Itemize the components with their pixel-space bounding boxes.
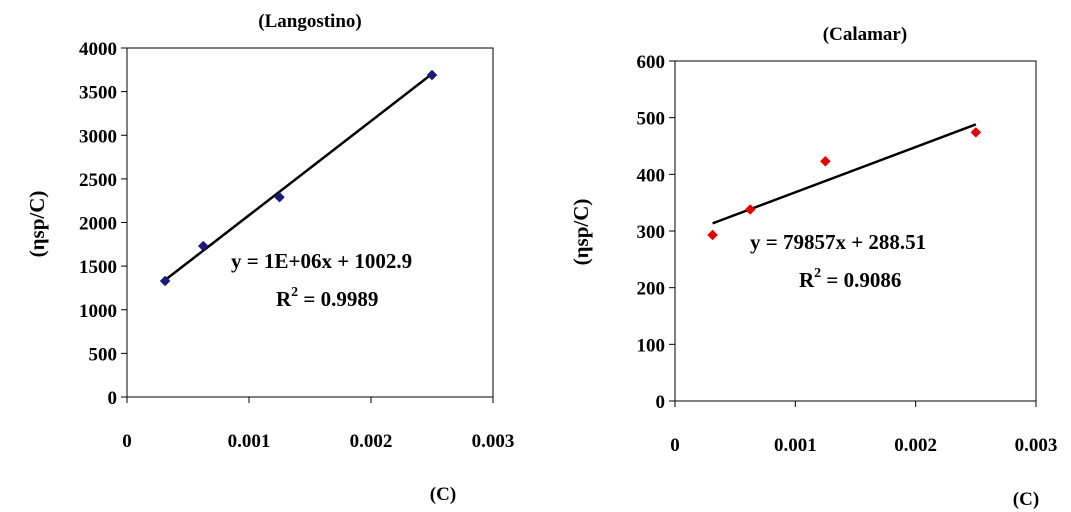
chart1-data-point bbox=[274, 191, 285, 203]
chart1-data-point bbox=[426, 69, 438, 81]
chart1-y-axis-label: (ηsp/C) bbox=[25, 191, 49, 258]
chart2-y-tick-label: 200 bbox=[637, 279, 666, 300]
chart2-r-squared-value: = 0.9086 bbox=[821, 268, 901, 292]
chart2-y-tick-label: 500 bbox=[637, 109, 666, 130]
chart2-y-tick-label: 0 bbox=[656, 392, 666, 413]
chart1-r-squared-label: R bbox=[276, 287, 292, 311]
chart2-data-point bbox=[744, 204, 756, 215]
chart2-y-tick-label: 100 bbox=[637, 335, 666, 356]
chart2-r-squared-sup: 2 bbox=[814, 266, 821, 281]
chart1-y-tick-label: 1000 bbox=[79, 301, 117, 322]
chart2-x-tick-label: 0.003 bbox=[1015, 435, 1058, 456]
chart1-plot-area bbox=[126, 47, 494, 398]
chart1-x-tick-label: 0.001 bbox=[228, 431, 271, 452]
chart1-x-tick-label: 0 bbox=[122, 431, 132, 452]
chart1-x-tick-label: 0.003 bbox=[472, 431, 515, 452]
chart2-r-squared: R2 = 0.9086 bbox=[799, 266, 901, 292]
chart1-title: (Langostino) bbox=[258, 11, 361, 32]
chart2-trendline bbox=[712, 123, 977, 225]
chart1-y-tick-label: 2500 bbox=[79, 170, 117, 191]
chart1-x-axis-label: (C) bbox=[430, 484, 456, 505]
chart2-equation: y = 79857x + 288.51 bbox=[750, 230, 926, 254]
chart1-r-squared: R2 = 0.9989 bbox=[276, 285, 378, 311]
chart2-title: (Calamar) bbox=[823, 24, 907, 45]
chart1-r-squared-value: = 0.9989 bbox=[298, 287, 378, 311]
chart1-x-tick-label: 0.002 bbox=[350, 431, 393, 452]
chart2-data-point bbox=[707, 229, 718, 241]
chart1-y-tick-label: 500 bbox=[89, 344, 118, 365]
chart1-y-tick-label: 2000 bbox=[79, 214, 117, 235]
chart1-r-squared-sup: 2 bbox=[291, 285, 298, 300]
chart1-y-tick-label: 0 bbox=[108, 388, 118, 409]
chart2-x-tick-label: 0.002 bbox=[894, 435, 937, 456]
chart2-data-point bbox=[820, 155, 831, 167]
chart2-y-tick-label: 400 bbox=[637, 165, 666, 186]
chart2-y-tick-label: 600 bbox=[637, 52, 666, 73]
chart2-x-tick-label: 0 bbox=[670, 435, 680, 456]
chart2-r-squared-label: R bbox=[799, 268, 815, 292]
chart1-y-tick-label: 1500 bbox=[79, 257, 117, 278]
chart2-y-axis-label: (ηsp/C) bbox=[569, 199, 593, 266]
chart1-data-point bbox=[159, 275, 171, 287]
chart1-y-tick-label: 4000 bbox=[79, 39, 117, 60]
chart1-data-point bbox=[197, 240, 209, 252]
chart1-trendline bbox=[164, 72, 433, 282]
chart2-x-axis-label: (C) bbox=[1013, 489, 1039, 510]
chart1-y-tick-label: 3500 bbox=[79, 83, 117, 104]
chart2-y-tick-label: 300 bbox=[637, 222, 666, 243]
chart2-data-point bbox=[970, 127, 982, 138]
chart2-x-tick-label: 0.001 bbox=[774, 435, 817, 456]
chart1-y-tick-label: 3000 bbox=[79, 126, 117, 147]
chart1-equation: y = 1E+06x + 1002.9 bbox=[231, 249, 412, 273]
